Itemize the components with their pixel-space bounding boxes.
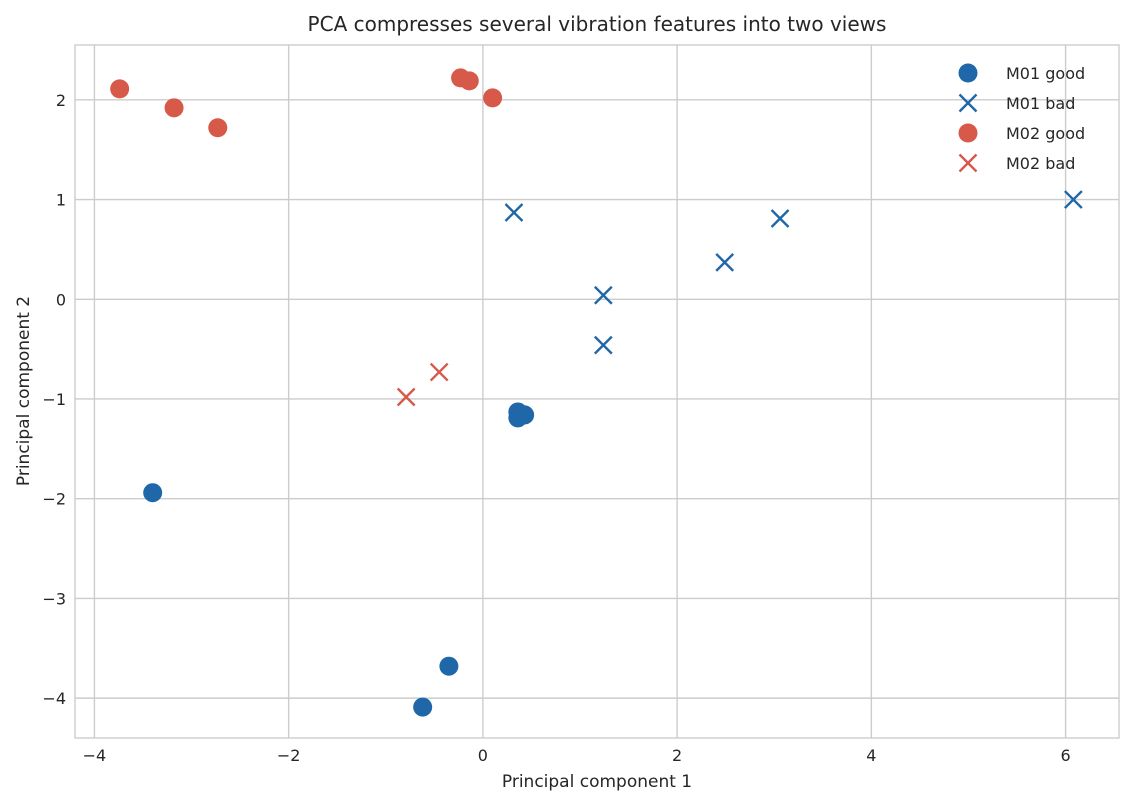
legend-label: M02 bad [1006, 154, 1075, 173]
legend-item-m02-good: M02 good [958, 123, 1085, 143]
point-m01-bad [593, 335, 613, 355]
point-m01-good [515, 405, 535, 425]
y-tick-label: −3 [42, 589, 66, 608]
x-tick-label: 0 [478, 746, 488, 765]
point-m02-good [208, 118, 228, 138]
y-tick-label: −2 [42, 490, 66, 509]
y-tick-label: 1 [56, 191, 66, 210]
point-m02-bad [429, 362, 449, 382]
x-tick-label: −2 [277, 746, 301, 765]
legend-label: M01 bad [1006, 94, 1075, 113]
point-m01-bad [770, 209, 790, 228]
legend-marker-m02-bad [958, 153, 978, 173]
legend-item-m01-bad: M01 bad [958, 93, 1075, 113]
point-m02-good [483, 88, 503, 108]
point-m01-good [439, 656, 459, 676]
point-m01-good [143, 483, 163, 503]
point-m01-good [413, 697, 433, 717]
legend-item-m02-bad: M02 bad [958, 153, 1075, 173]
plot-frame [74, 44, 1120, 739]
point-m01-bad [593, 285, 613, 305]
legend-marker-m01-good [958, 63, 978, 83]
legend-label: M01 good [1006, 64, 1085, 83]
point-m02-good [459, 71, 479, 91]
legend-marker-m02-good [958, 123, 978, 143]
data-points [110, 68, 1083, 717]
chart-title: PCA compresses several vibration feature… [308, 12, 887, 36]
y-tick-label: 0 [56, 290, 66, 309]
legend-label: M02 good [1006, 124, 1085, 143]
point-m02-bad [396, 387, 416, 407]
legend-item-m01-good: M01 good [958, 63, 1085, 83]
legend-marker-m01-bad [958, 93, 978, 113]
tick-labels: −4 −2 0 2 4 6 −4 −3 −2 −1 0 1 2 [42, 91, 1070, 765]
point-m01-bad [504, 203, 524, 222]
y-axis-label: Principal component 2 [14, 296, 34, 486]
y-tick-label: 2 [56, 91, 66, 110]
point-m01-bad [715, 253, 735, 272]
point-m02-good [164, 98, 184, 118]
point-m02-good [110, 79, 130, 99]
x-tick-label: 6 [1060, 746, 1070, 765]
x-tick-label: 4 [866, 746, 876, 765]
point-m01-bad [1064, 190, 1083, 209]
x-axis-label: Principal component 1 [502, 772, 692, 792]
legend: M01 good M01 bad M02 good M02 bad [958, 63, 1085, 173]
y-tick-label: −1 [42, 390, 66, 409]
x-tick-label: −4 [83, 746, 107, 765]
y-tick-label: −4 [42, 689, 66, 708]
x-tick-label: 2 [672, 746, 682, 765]
grid-lines [75, 45, 1119, 738]
